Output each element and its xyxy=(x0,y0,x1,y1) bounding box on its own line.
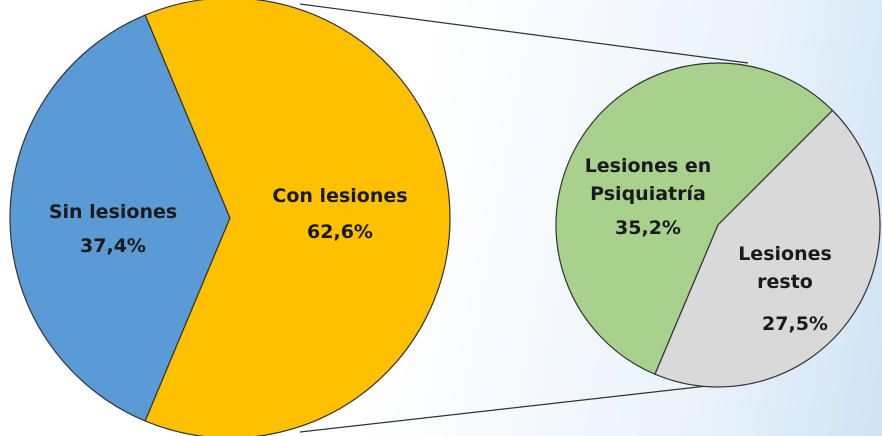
connector-line xyxy=(299,3,749,64)
slice-value: 37,4% xyxy=(80,235,146,257)
slice-label: Sin lesiones xyxy=(48,201,178,223)
slice-label: Lesiones resto xyxy=(738,243,832,293)
slice-value: 35,2% xyxy=(615,217,681,239)
pie-slice xyxy=(654,109,881,388)
slice-label: Con lesiones xyxy=(272,185,408,207)
pie-slice xyxy=(9,14,231,422)
pie-slice xyxy=(144,0,451,436)
slice-label: Lesiones en Psiquiatría xyxy=(584,155,712,205)
slice-value: 27,5% xyxy=(762,313,828,335)
connector-line xyxy=(299,381,743,433)
pie-slice xyxy=(555,62,834,376)
slice-value: 62,6% xyxy=(307,221,373,243)
